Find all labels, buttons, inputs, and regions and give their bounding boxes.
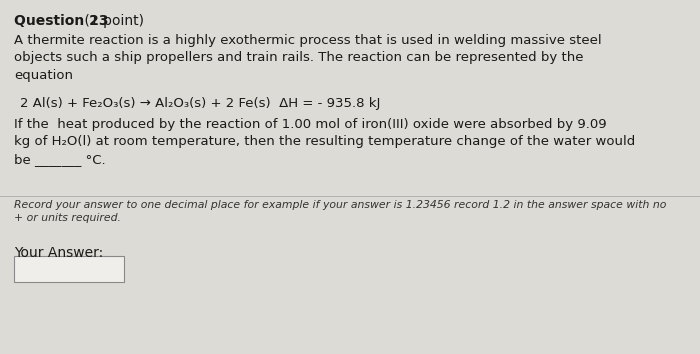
Text: (1 point): (1 point) xyxy=(80,14,144,28)
Text: A thermite reaction is a highly exothermic process that is used in welding massi: A thermite reaction is a highly exotherm… xyxy=(14,34,601,82)
Text: 2 Al(s) + Fe₂O₃(s) → Al₂O₃(s) + 2 Fe(s)  ΔH = - 935.8 kJ: 2 Al(s) + Fe₂O₃(s) → Al₂O₃(s) + 2 Fe(s) … xyxy=(20,97,380,110)
FancyBboxPatch shape xyxy=(14,256,124,282)
Text: Record your answer to one decimal place for example if your answer is 1.23456 re: Record your answer to one decimal place … xyxy=(14,200,666,223)
Text: If the  heat produced by the reaction of 1.00 mol of iron(III) oxide were absorb: If the heat produced by the reaction of … xyxy=(14,118,636,166)
Text: Question 23: Question 23 xyxy=(14,14,108,28)
Text: Your Answer:: Your Answer: xyxy=(14,246,104,260)
